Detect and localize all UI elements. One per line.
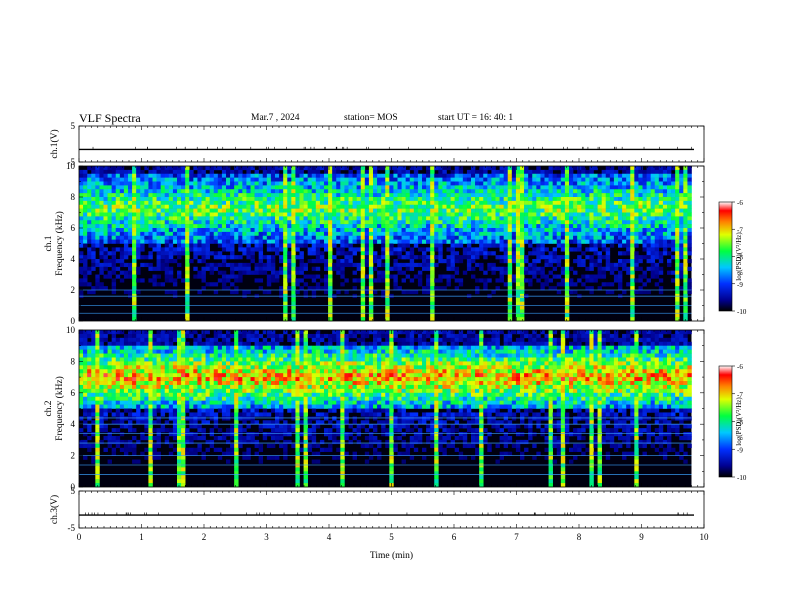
ch2-spectrogram-colorbar-tick: -9 [737, 446, 743, 454]
ch1-spectrogram-colorbar-tick: -6 [737, 199, 743, 207]
x-tick-label: 3 [264, 532, 269, 542]
x-tick-label: 1 [139, 532, 144, 542]
ch2-spectrogram-ylabel: ch.2Frequency (kHz) [44, 376, 65, 441]
ch3-voltage-ylabel: ch.3(V) [49, 495, 60, 524]
ch1-spectrogram-colorbar-label: log(PSD)(V²/Hz) [735, 232, 743, 281]
ch1-spectrogram-ytick: 2 [71, 285, 76, 295]
x-tick-label: 5 [389, 532, 394, 542]
x-tick-label: 7 [514, 532, 519, 542]
ch3-voltage-ytick: -5 [68, 523, 76, 533]
x-axis-label: Time (min) [370, 550, 413, 561]
date-label: Mar.7 , 2024 [251, 113, 300, 123]
ch1-spectrogram-colorbar [718, 201, 733, 312]
ch1-spectrogram-colorbar-tick: -7 [737, 226, 743, 234]
ch3-voltage-ytick: 5 [71, 486, 76, 496]
ch2-spectrogram-ytick: 8 [71, 356, 76, 366]
ch2-spectrogram-ytick: 2 [71, 451, 76, 461]
ch1-spectrogram-colorbar-tick: -9 [737, 281, 743, 289]
start-time-label: start UT = 16: 40: 1 [438, 113, 514, 123]
x-tick-label: 8 [577, 532, 582, 542]
x-tick-label: 9 [639, 532, 644, 542]
ch1-voltage-ytick: -5 [68, 157, 76, 167]
ch1-spectrogram-ytick: 4 [71, 254, 76, 264]
ch2-spectrogram-colorbar-tick: -10 [737, 474, 747, 482]
x-tick-label: 2 [202, 532, 207, 542]
ch2-spectrogram-ytick: 10 [66, 325, 76, 335]
ch1-spectrogram-panel: -6 -7 -8 -9 -10 log(PSD)(V²/Hz) 0 2 4 6 8 10 ch.1Fre… [44, 161, 747, 326]
ch2-spectrogram-ytick: 0 [71, 482, 76, 492]
ch3-voltage-frame [78, 490, 705, 529]
ch2-spectrogram-colorbar-tick: -7 [737, 391, 743, 399]
station-label: station= MOS [344, 113, 398, 123]
ch1-voltage-ylabel: ch.1(V) [49, 129, 60, 158]
ch1-spectrogram-ylabel: ch.1Frequency (kHz) [44, 211, 65, 276]
ch1-spectrogram-colorbar-tick: -8 [737, 254, 743, 262]
ch1-spectrogram-ytick: 10 [66, 161, 76, 171]
ch2-spectrogram-colorbar-tick: -6 [737, 363, 743, 371]
ch3-voltage-panel: 5 -5 ch.3(V) [49, 486, 705, 533]
ch2-spectrogram-colorbar-tick: -8 [737, 419, 743, 427]
x-tick-label: 10 [700, 532, 710, 542]
ch1-spectrogram-colorbar-tick: -10 [737, 308, 747, 316]
ch1-spectrogram-ytick: 6 [71, 223, 76, 233]
ch1-voltage-frame [78, 125, 705, 163]
x-tick-label: 6 [452, 532, 457, 542]
ch2-spectrogram-ytick: 4 [71, 419, 76, 429]
ch2-spectrogram-panel: -6 -7 -8 -9 -10 log(PSD)(V²/Hz) 0 2 4 6 8 10 ch.2Fre… [44, 325, 747, 492]
ch1-voltage-panel: 5 -5 ch.1(V) [49, 121, 705, 167]
ch1-spectrogram-ytick: 0 [71, 316, 76, 326]
ch2-spectrogram-colorbar [718, 365, 733, 478]
ch1-spectrogram-ytick: 8 [71, 192, 76, 202]
ch2-spectrogram-colorbar-label: log(PSD)(V²/Hz) [735, 397, 743, 446]
figure-title: VLF Spectra [79, 111, 141, 125]
ch1-voltage-ytick: 5 [71, 121, 76, 131]
x-tick-label: 4 [327, 532, 332, 542]
x-axis: 0 1 2 3 4 5 6 7 8 9 10 Time (min) [77, 532, 709, 561]
x-tick-label: 0 [77, 532, 82, 542]
ch2-spectrogram-ytick: 6 [71, 388, 76, 398]
